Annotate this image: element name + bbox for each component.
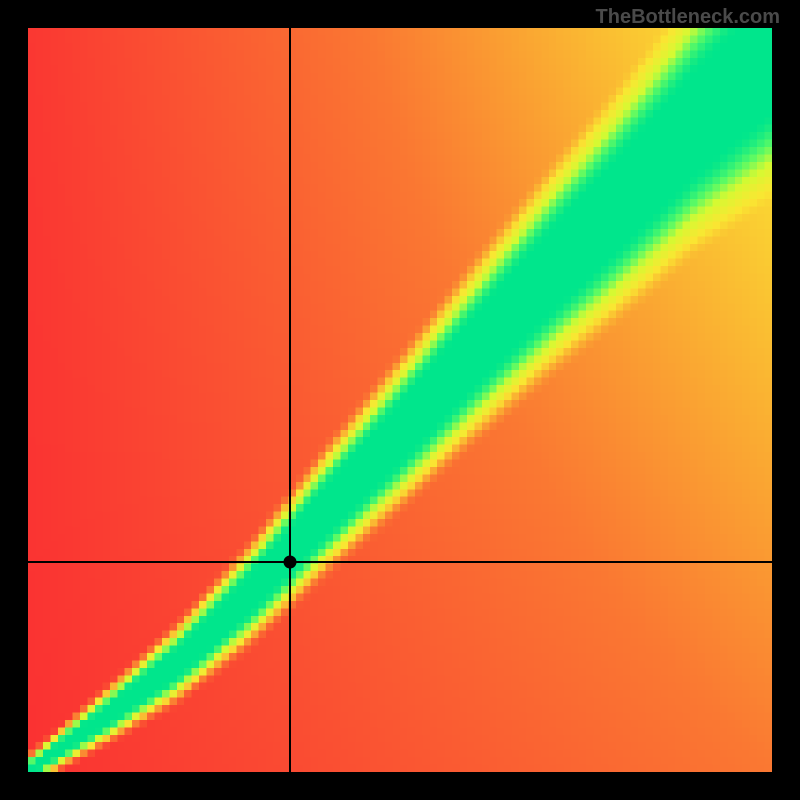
chart-frame: TheBottleneck.com <box>0 0 800 800</box>
heatmap-plot <box>28 28 772 772</box>
crosshair-vertical <box>289 28 291 772</box>
watermark-text: TheBottleneck.com <box>596 6 780 29</box>
crosshair-marker <box>283 556 296 569</box>
heatmap-canvas <box>28 28 772 772</box>
crosshair-horizontal <box>28 561 772 563</box>
